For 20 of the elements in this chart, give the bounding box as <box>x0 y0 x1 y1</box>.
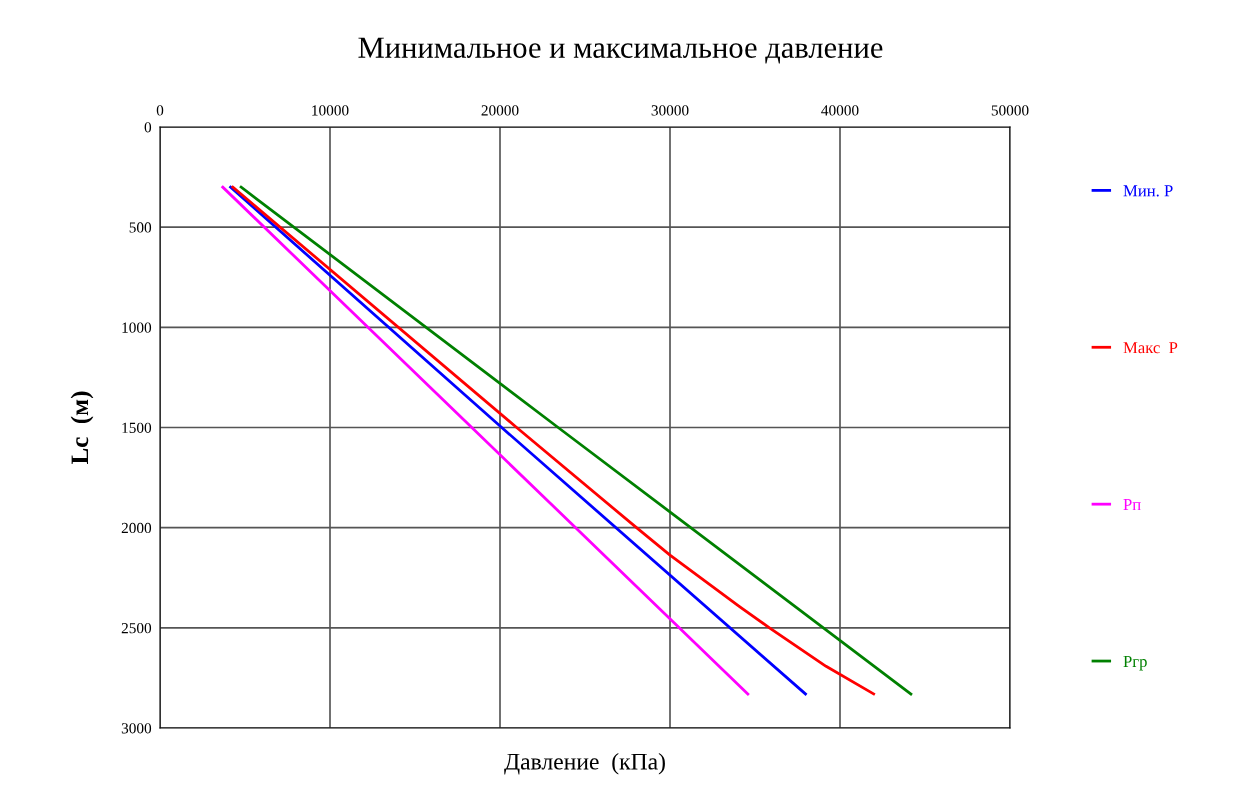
legend-label: Макс Р <box>1123 342 1178 354</box>
y-tick-label: 1500 <box>122 422 152 433</box>
y-tick-label: 500 <box>129 222 152 233</box>
x-tick-label: 40000 <box>821 105 859 116</box>
legend-label: Рп <box>1123 499 1141 510</box>
y-tick-label: 2000 <box>121 522 152 534</box>
y-tick-label: 0 <box>144 122 152 133</box>
y-tick-label: 3000 <box>121 723 152 734</box>
x-tick-label: 20000 <box>481 105 519 116</box>
legend-label: Ргр <box>1123 655 1147 671</box>
x-tick-label: 0 <box>156 105 164 116</box>
legend-label: Мин. Р <box>1123 185 1173 197</box>
y-tick-label: 1000 <box>122 322 152 333</box>
x-tick-label: 50000 <box>991 105 1029 116</box>
y-tick-label: 2500 <box>121 622 152 634</box>
x-tick-label: 30000 <box>651 105 689 116</box>
x-tick-label: 10000 <box>312 105 349 116</box>
x-axis-title: Давление (кПа) <box>504 753 665 775</box>
y-axis-title: Lc (м) <box>70 391 94 465</box>
chart-title: Минимальное и максимальное давление <box>358 37 883 64</box>
